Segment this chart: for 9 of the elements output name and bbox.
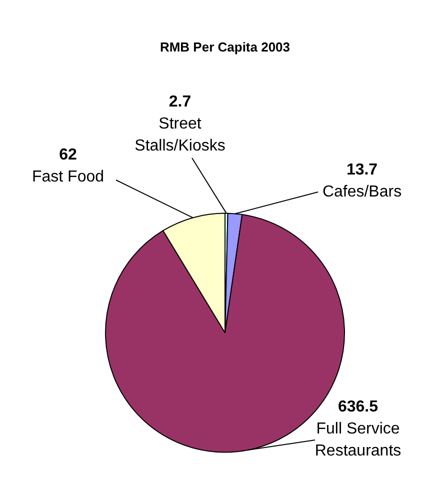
data-label: 13.7 [346, 161, 378, 178]
data-label: 2.7 [168, 93, 192, 110]
data-label: 62 [59, 146, 77, 164]
chart-title: RMB Per Capita 2003 [160, 39, 290, 54]
slice-label: Fast Food [32, 168, 104, 186]
data-label: 636.5 [338, 398, 378, 416]
slice-label: Full Service Restaurants [314, 420, 402, 460]
slice-label: Cafes/Bars [322, 183, 402, 200]
slice-label: Street Stalls/Kiosks [134, 115, 226, 154]
